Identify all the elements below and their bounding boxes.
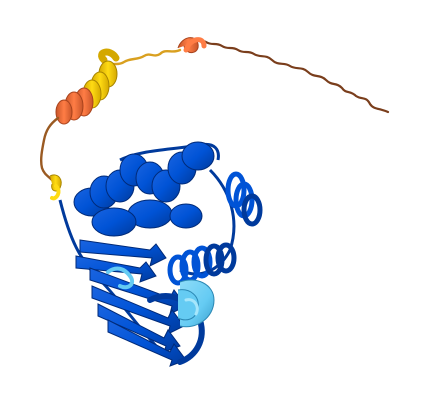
linker-coil-lower	[39, 116, 60, 182]
cyan-coil	[106, 266, 135, 290]
cyan-helix-confident	[177, 279, 215, 328]
disordered-tail-coil	[192, 38, 390, 114]
globular-domain	[58, 141, 263, 367]
domain-beta-sheet-lower	[89, 267, 205, 367]
domain-helix-bundle-top	[73, 141, 215, 237]
entry-helix-yellow	[49, 174, 62, 201]
linker-coil-upper	[106, 48, 182, 68]
tail-helix-orange	[177, 37, 207, 53]
long-helix-low-confidence	[55, 48, 120, 125]
